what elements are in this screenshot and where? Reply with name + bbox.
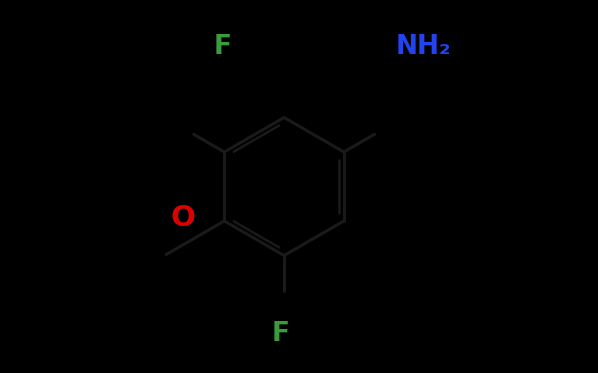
Text: O: O: [170, 204, 195, 232]
Text: F: F: [271, 321, 289, 347]
Text: F: F: [213, 34, 231, 60]
Text: NH₂: NH₂: [396, 34, 451, 60]
